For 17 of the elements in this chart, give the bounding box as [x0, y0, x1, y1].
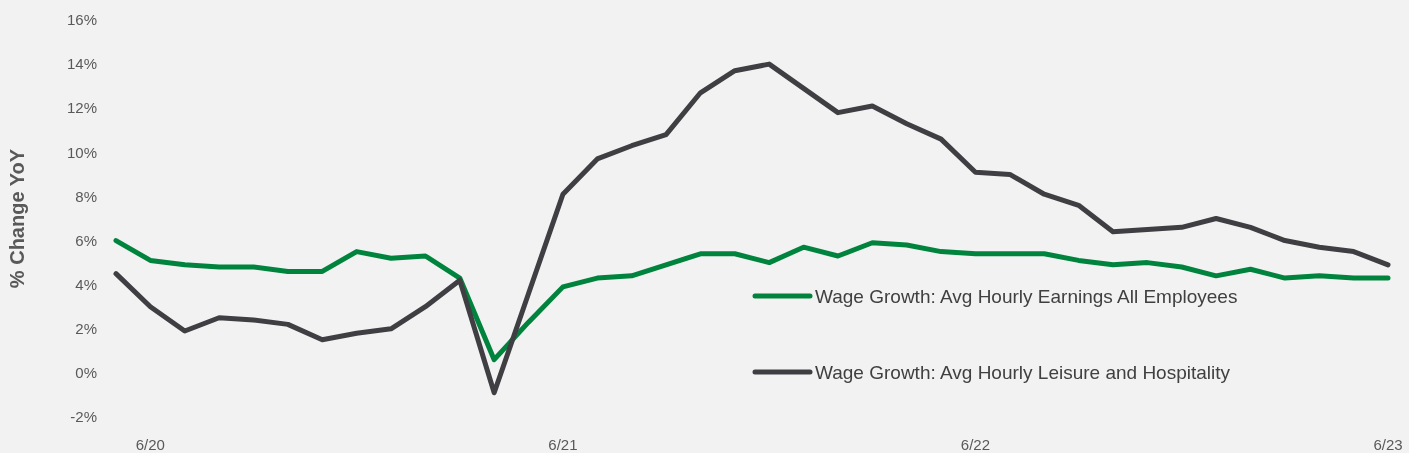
y-tick-label: 4% — [75, 275, 97, 293]
x-tick-label: 6/22 — [960, 436, 991, 453]
x-tick-label: 6/23 — [1373, 436, 1403, 453]
y-tick-label: 2% — [75, 320, 97, 338]
y-tick-label: 14% — [66, 55, 97, 73]
x-tick-label: 6/20 — [135, 436, 165, 453]
x-tick-label: 6/21 — [548, 436, 578, 453]
y-tick-label: 6% — [75, 231, 97, 249]
legend-label: Wage Growth: Avg Hourly Earnings All Employees — [815, 285, 1238, 307]
y-axis-title: % Change YoY — [6, 148, 28, 289]
y-tick-label: 10% — [66, 143, 97, 161]
y-tick-label: 8% — [75, 187, 97, 205]
y-tick-label: 16% — [66, 11, 97, 29]
y-tick-label: 12% — [66, 99, 97, 117]
legend-label: Wage Growth: Avg Hourly Leisure and Hospitality — [815, 361, 1231, 383]
y-tick-label: 0% — [75, 364, 97, 382]
y-tick-label: -2% — [70, 408, 97, 426]
